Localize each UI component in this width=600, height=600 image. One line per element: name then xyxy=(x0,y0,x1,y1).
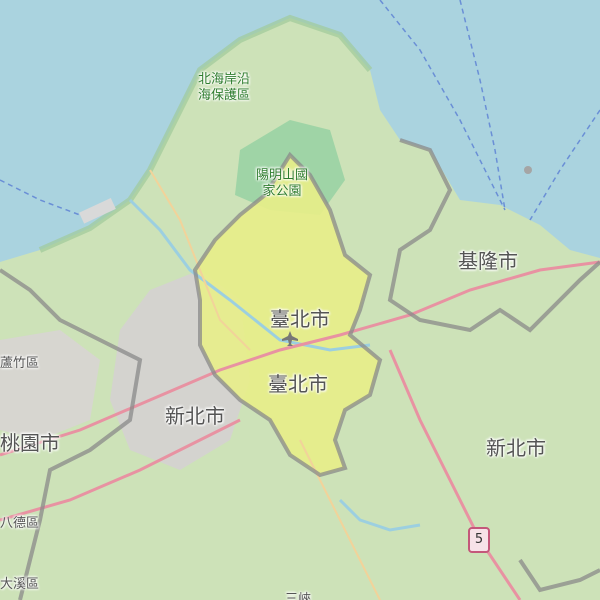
new-taipei-city-label-west: 新北市 xyxy=(165,404,225,428)
admin-border xyxy=(192,151,383,478)
yangmingshan-label: 陽明山國 家公園 xyxy=(256,168,309,199)
river xyxy=(338,498,421,532)
airport-icon xyxy=(282,331,298,346)
taipei-city-area xyxy=(195,155,380,475)
taipei-city-label-center: 臺北市 xyxy=(268,372,328,396)
sanxia-label: 三峽 xyxy=(285,592,312,600)
admin-border xyxy=(0,268,143,600)
admin-border xyxy=(387,138,600,333)
coastal-reserve-label: 北海岸沿 海保護區 xyxy=(198,72,251,103)
ferry-route xyxy=(529,109,600,221)
coast-band xyxy=(38,14,373,253)
bade-district-label: 八德區 xyxy=(0,516,40,531)
island xyxy=(524,166,532,174)
ferry-route xyxy=(379,0,506,211)
highway-road xyxy=(0,418,241,522)
taoyuan-city-label: 桃園市 xyxy=(0,431,60,455)
highway-shield: 5 xyxy=(468,527,490,553)
urban-area-west xyxy=(0,330,100,440)
harbor-pier xyxy=(79,197,116,224)
admin-border xyxy=(518,558,600,593)
ferry-route xyxy=(459,0,506,211)
river xyxy=(128,198,371,352)
new-taipei-city-label-east: 新北市 xyxy=(486,436,546,460)
ferry-route xyxy=(0,179,81,216)
highway-road xyxy=(388,349,522,600)
minor-road xyxy=(149,169,251,351)
keelung-city-label: 基隆市 xyxy=(458,249,518,273)
taipei-city-label-north: 臺北市 xyxy=(270,307,330,331)
luzhu-district-label: 蘆竹區 xyxy=(0,356,40,371)
daxi-district-label: 大溪區 xyxy=(0,577,40,592)
highway-road xyxy=(0,260,600,457)
